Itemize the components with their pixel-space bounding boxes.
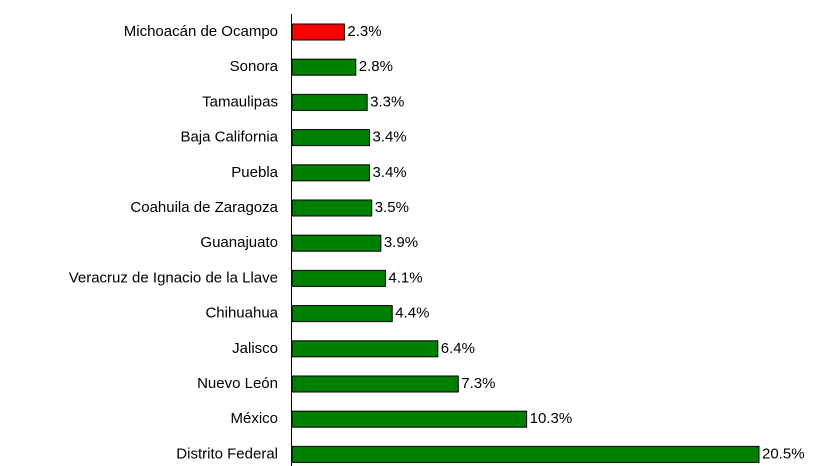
category-label: Sonora <box>230 58 279 75</box>
bar <box>291 375 459 393</box>
bar <box>291 129 370 147</box>
bar <box>291 340 439 358</box>
data-label: 3.9% <box>384 234 418 251</box>
bar <box>291 199 373 217</box>
data-label: 10.3% <box>530 410 573 427</box>
bar <box>291 234 382 252</box>
data-label: 3.3% <box>370 93 404 110</box>
data-label: 7.3% <box>461 375 495 392</box>
bar <box>291 164 370 182</box>
bar <box>291 445 760 463</box>
bar <box>291 269 386 287</box>
data-label: 3.4% <box>372 164 406 181</box>
data-label: 20.5% <box>762 445 805 462</box>
category-label: Baja California <box>180 129 278 146</box>
bar <box>291 23 345 41</box>
category-label: Veracruz de Ignacio de la Llave <box>69 269 278 286</box>
bar <box>291 93 368 111</box>
category-label: Michoacán de Ocampo <box>124 23 278 40</box>
data-label: 2.8% <box>359 58 393 75</box>
data-label: 6.4% <box>441 340 475 357</box>
category-label: México <box>230 410 278 427</box>
data-label: 2.3% <box>347 23 381 40</box>
bar <box>291 58 357 76</box>
category-label: Chihuahua <box>205 305 278 322</box>
data-label: 4.1% <box>388 269 422 286</box>
category-label: Puebla <box>231 164 278 181</box>
data-label: 3.5% <box>375 199 409 216</box>
category-label: Tamaulipas <box>202 93 278 110</box>
category-label: Jalisco <box>232 340 278 357</box>
bar <box>291 305 393 323</box>
data-label: 4.4% <box>395 305 429 322</box>
bar <box>291 410 528 428</box>
category-label: Distrito Federal <box>176 445 278 462</box>
category-label: Nuevo León <box>197 375 278 392</box>
category-label: Coahuila de Zaragoza <box>130 199 278 216</box>
data-label: 3.4% <box>372 129 406 146</box>
category-label: Guanajuato <box>200 234 278 251</box>
